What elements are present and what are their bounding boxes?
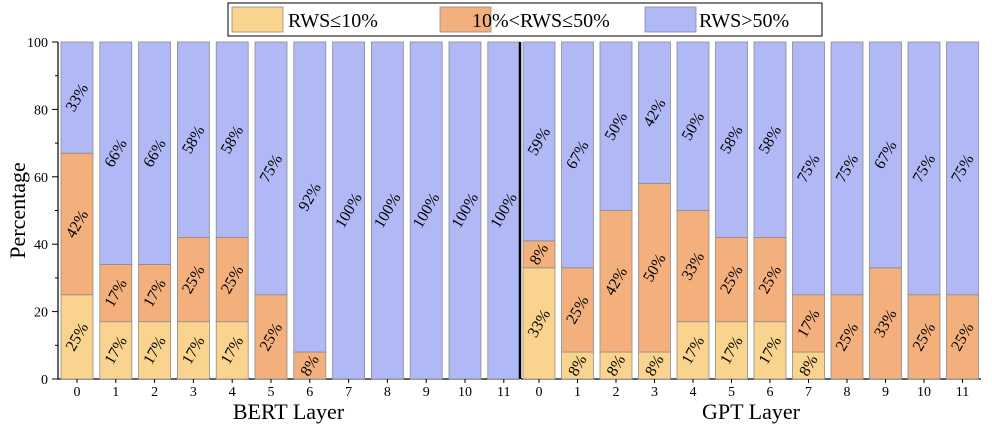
legend-swatch — [439, 6, 492, 33]
legend-label: RWS>50% — [699, 10, 789, 32]
x-axis-title: BERT Layer — [233, 399, 345, 424]
bar-segment — [254, 294, 288, 380]
bar-segment — [907, 41, 941, 296]
x-tick-label: 2 — [613, 385, 620, 400]
bar-segment — [638, 351, 671, 380]
bar-segment — [254, 41, 288, 296]
x-tick-label: 7 — [345, 385, 352, 400]
bar-segment — [830, 294, 864, 380]
x-tick-label: 4 — [229, 385, 236, 400]
bar-segment — [60, 152, 94, 296]
x-tick-label: 9 — [882, 385, 889, 400]
x-tick-label: 4 — [690, 385, 697, 400]
bar-segment — [99, 264, 133, 323]
x-tick-label: 5 — [728, 385, 735, 400]
bar-segment — [561, 41, 594, 269]
x-axis-title: GPT Layer — [702, 399, 801, 424]
bar-segment — [792, 41, 825, 296]
x-tick-label: 8 — [844, 385, 851, 400]
bar-segment — [215, 237, 249, 323]
bar-segment — [522, 267, 556, 380]
x-tick-label: 2 — [151, 385, 158, 400]
bar-segment — [487, 41, 521, 380]
bar-segment — [946, 41, 979, 296]
x-tick-label: 11 — [956, 385, 969, 400]
x-tick-label: 1 — [112, 385, 119, 400]
legend-label: 10%<RWS≤50% — [472, 10, 610, 32]
bar-segment — [715, 321, 748, 380]
bar-segment — [599, 41, 633, 211]
bar-segment — [638, 41, 671, 184]
bar-segment — [99, 41, 133, 265]
bar-segment — [293, 41, 327, 353]
bar-segment — [676, 321, 710, 380]
bar-segment — [561, 351, 594, 380]
bar-segment — [753, 237, 787, 323]
bar-segment — [60, 294, 94, 380]
legend-swatch — [644, 6, 697, 33]
y-tick-label: 100 — [27, 36, 48, 51]
bar-segment — [60, 41, 94, 154]
bar-segment — [715, 237, 748, 323]
x-tick-label: 10 — [458, 385, 472, 400]
bar-segment — [370, 41, 404, 380]
bar-segment — [522, 41, 556, 242]
x-tick-label: 3 — [651, 385, 658, 400]
bar-segment — [138, 41, 172, 265]
x-tick-label: 10 — [917, 385, 931, 400]
x-tick-label: 8 — [384, 385, 391, 400]
y-tick-label: 60 — [34, 171, 48, 186]
y-tick-label: 20 — [34, 306, 48, 321]
bar-segment — [753, 41, 787, 238]
bar-segment — [676, 41, 710, 211]
bar-segment — [715, 41, 748, 238]
bar-segment — [907, 294, 941, 380]
bar-segment — [676, 210, 710, 323]
y-tick-label: 80 — [34, 103, 48, 118]
x-tick-label: 7 — [805, 385, 812, 400]
bar-segment — [99, 321, 133, 380]
x-tick-label: 6 — [767, 385, 774, 400]
bar-segment — [753, 321, 787, 380]
bar-segment — [215, 41, 249, 238]
bar-segment — [830, 41, 864, 296]
legend-box — [227, 2, 823, 37]
legend-swatch — [231, 6, 284, 33]
bar-segment — [176, 321, 210, 380]
bar-segment — [448, 41, 482, 380]
bar-segment — [561, 267, 594, 353]
x-tick-label: 9 — [423, 385, 430, 400]
bar-segment — [332, 41, 366, 380]
y-axis-title: Percentage — [5, 162, 30, 259]
x-tick-label: 6 — [306, 385, 313, 400]
bar-segment — [638, 183, 671, 353]
bar-segment — [869, 267, 902, 380]
x-tick-label: 0 — [74, 385, 81, 400]
bar-segment — [176, 237, 210, 323]
y-tick-label: 40 — [34, 238, 48, 253]
bar-segment — [176, 41, 210, 238]
x-tick-label: 1 — [574, 385, 581, 400]
bar-segment — [869, 41, 902, 269]
bar-segment — [792, 294, 825, 353]
x-tick-label: 11 — [497, 385, 510, 400]
y-tick-label: 0 — [41, 373, 48, 388]
x-tick-label: 3 — [190, 385, 197, 400]
x-tick-label: 0 — [536, 385, 543, 400]
legend-label: RWS≤10% — [288, 10, 378, 32]
x-tick-label: 5 — [268, 385, 275, 400]
bar-segment — [138, 321, 172, 380]
bar-segment — [599, 210, 633, 353]
legend: RWS≤10% 10%<RWS≤50% RWS>50% — [227, 2, 823, 37]
